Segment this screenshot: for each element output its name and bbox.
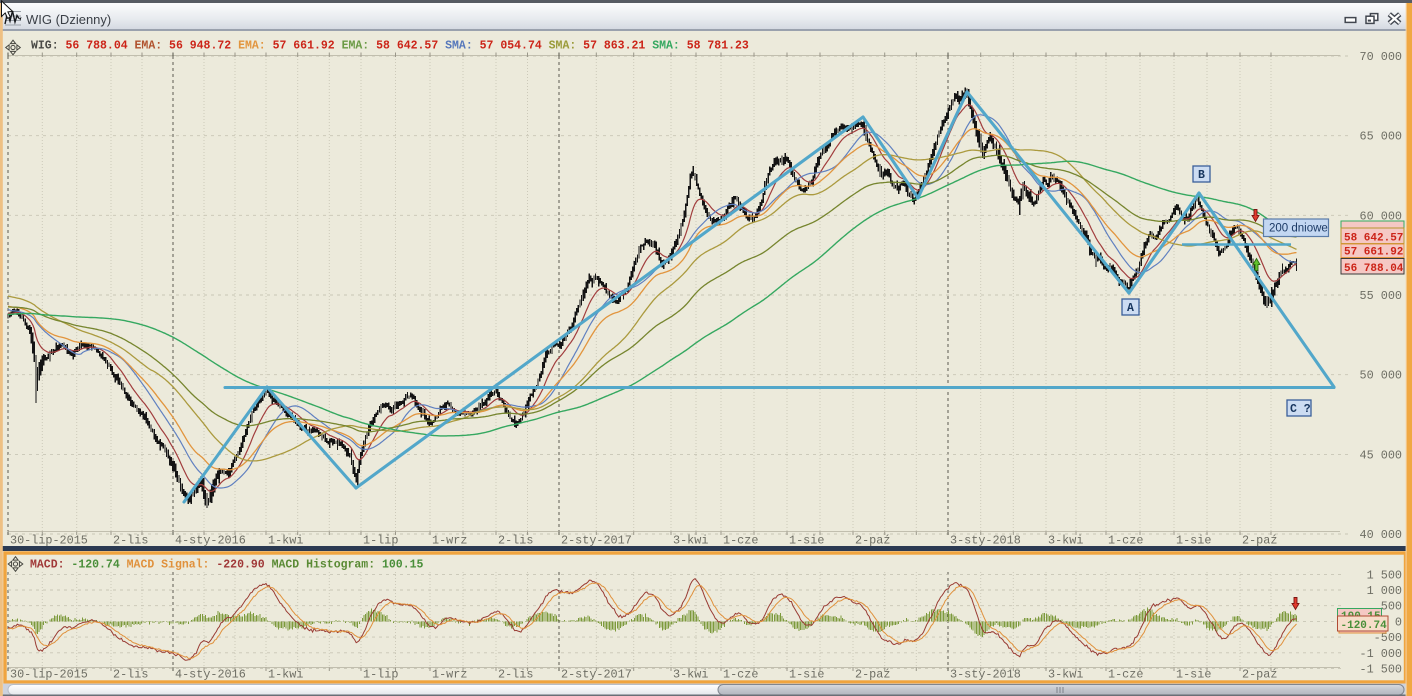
svg-text:1-wrz: 1-wrz (432, 534, 467, 548)
svg-text:2-paź: 2-paź (855, 534, 890, 548)
svg-text:3-kwi: 3-kwi (1048, 668, 1083, 682)
svg-text:1-wrz: 1-wrz (432, 668, 467, 682)
svg-text:65 000: 65 000 (1360, 130, 1402, 144)
svg-text:4-sty-2016: 4-sty-2016 (175, 668, 246, 682)
svg-text:-120.74: -120.74 (1341, 620, 1388, 632)
svg-text:2-lis: 2-lis (113, 668, 148, 682)
svg-text:1-sie: 1-sie (1176, 668, 1211, 682)
svg-text:2-lis: 2-lis (498, 534, 533, 548)
svg-text:57 661.92: 57 661.92 (1344, 247, 1403, 259)
svg-text:WIG (Dzienny): WIG (Dzienny) (26, 12, 111, 27)
svg-text:3-sty-2018: 3-sty-2018 (950, 668, 1021, 682)
svg-text:-1 500: -1 500 (1360, 662, 1402, 676)
svg-text:2-lis: 2-lis (113, 534, 148, 548)
svg-text:3-kwi: 3-kwi (673, 668, 708, 682)
svg-text:1-cze: 1-cze (723, 534, 758, 548)
svg-text:1-cze: 1-cze (723, 668, 758, 682)
svg-text:30-lip-2015: 30-lip-2015 (10, 668, 88, 682)
svg-text:50 000: 50 000 (1360, 369, 1402, 383)
svg-text:55 000: 55 000 (1360, 289, 1402, 303)
svg-text:500: 500 (1381, 600, 1402, 614)
svg-text:0: 0 (1395, 615, 1402, 629)
svg-text:1-cze: 1-cze (1108, 534, 1143, 548)
svg-text:200 dniowe: 200 dniowe (1269, 223, 1328, 235)
svg-text:1-lip: 1-lip (363, 668, 398, 682)
svg-text:1-cze: 1-cze (1108, 668, 1143, 682)
svg-text:3-kwi: 3-kwi (1048, 534, 1083, 548)
svg-text:2-paź: 2-paź (1242, 668, 1277, 682)
svg-text:45 000: 45 000 (1360, 448, 1402, 462)
svg-text:-1 000: -1 000 (1360, 647, 1402, 661)
svg-text:1 500: 1 500 (1367, 568, 1402, 582)
svg-text:1-kwi: 1-kwi (268, 668, 303, 682)
svg-text:2-sty-2017: 2-sty-2017 (561, 534, 632, 548)
svg-text:70 000: 70 000 (1360, 50, 1402, 64)
svg-text:40 000: 40 000 (1360, 528, 1402, 542)
svg-text:B: B (1198, 169, 1205, 182)
svg-text:4-sty-2016: 4-sty-2016 (175, 534, 246, 548)
svg-text:1-sie: 1-sie (789, 534, 824, 548)
svg-text:1-sie: 1-sie (1176, 534, 1211, 548)
svg-text:56 788.04: 56 788.04 (1344, 263, 1404, 275)
svg-text:2-paź: 2-paź (855, 668, 890, 682)
svg-text:1-kwi: 1-kwi (268, 534, 303, 548)
svg-text:-500: -500 (1374, 631, 1402, 645)
svg-text:3-kwi: 3-kwi (673, 534, 708, 548)
svg-text:WIG: 56 788.04 EMA: 56 948.72: WIG: 56 788.04 EMA: 56 948.72 EMA: 57 66… (31, 40, 749, 53)
svg-text:C ?: C ? (1290, 403, 1311, 416)
svg-text:A: A (1127, 302, 1134, 315)
svg-text:58 642.57: 58 642.57 (1344, 233, 1403, 245)
svg-text:2-sty-2017: 2-sty-2017 (561, 668, 632, 682)
svg-text:1-sie: 1-sie (789, 668, 824, 682)
svg-text:1-lip: 1-lip (363, 534, 398, 548)
svg-text:60 000: 60 000 (1360, 209, 1402, 223)
svg-text:3-sty-2018: 3-sty-2018 (950, 534, 1021, 548)
svg-text:2-paź: 2-paź (1242, 534, 1277, 548)
svg-text:1 000: 1 000 (1367, 584, 1402, 598)
svg-text:MACD: -120.74 MACD Signal: -22: MACD: -120.74 MACD Signal: -220.90 MACD … (30, 559, 424, 572)
svg-text:30-lip-2015: 30-lip-2015 (10, 534, 88, 548)
svg-text:2-lis: 2-lis (498, 668, 533, 682)
